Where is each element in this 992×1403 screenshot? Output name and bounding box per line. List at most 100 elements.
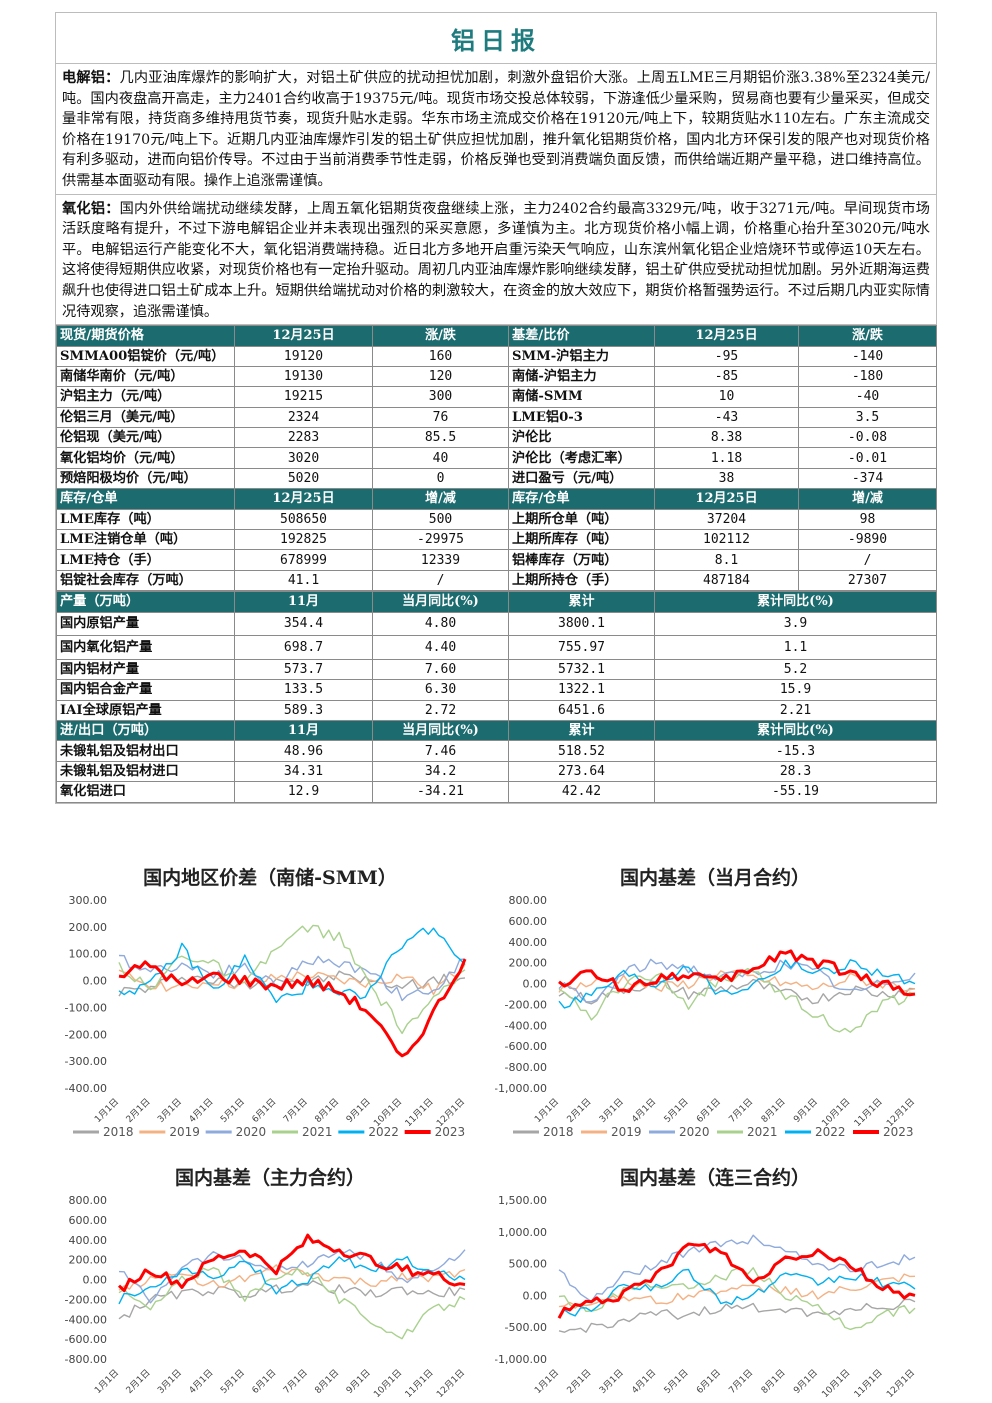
- series-line-2022: [118, 927, 466, 1004]
- chart-title: 国内地区价差（南储-SMM）: [143, 866, 397, 889]
- series-line-2018: [118, 1279, 466, 1320]
- table-cell: 5.2: [654, 658, 937, 681]
- table-cell: 伦铝现（美元/吨）: [56, 427, 235, 449]
- x-tick-label: 4月1日: [187, 1096, 216, 1125]
- y-tick-label: -600.00: [505, 1040, 547, 1053]
- table-cell: 预焙阳极均价（元/吨）: [56, 467, 235, 490]
- table-cell: 76: [372, 406, 509, 429]
- table-cell: 34.2: [372, 760, 509, 783]
- table-cell: 8.1: [654, 549, 799, 571]
- table-row: 伦铝三月（美元/吨） 2324 76 LME铝0-3 -43 3.5: [56, 406, 937, 429]
- y-tick-label: -800.00: [505, 1061, 547, 1074]
- series-line-2022: [118, 1255, 466, 1305]
- table-cell: 上期所仓单（吨）: [508, 508, 655, 531]
- table-cell: 12月25日: [234, 325, 373, 347]
- alumina-paragraph: 氧化铝：国内外供给端扰动继续发酵，上周五氧化铝期货夜盘继续上涨，主力2402合约…: [56, 195, 936, 326]
- x-tick-label: 1月1日: [533, 1367, 562, 1396]
- table-cell: 氧化铝均价（元/吨）: [56, 447, 235, 469]
- table-row: 未锻轧铝及铝材出口 48.96 7.46 518.52 -15.3: [56, 740, 937, 762]
- charts-area: 国内地区价差（南储-SMM） 300.00 200.00 100.00 0.00 -100…: [55, 860, 935, 1403]
- y-tick-label: -800.00: [65, 1353, 107, 1366]
- table-cell: 增/减: [372, 488, 509, 510]
- legend-label: 2022: [368, 1125, 399, 1139]
- table-cell: -55.19: [654, 781, 937, 803]
- table-cell: 10: [654, 386, 799, 408]
- table-cell: 518.52: [508, 740, 655, 762]
- table-cell: 12339: [372, 549, 509, 571]
- y-tick-label: -600.00: [65, 1333, 107, 1346]
- x-tick-label: 10月1日: [372, 1367, 405, 1400]
- series-line-2021: [558, 1267, 916, 1331]
- table-cell: -85: [654, 365, 799, 388]
- legend-label: 2022: [815, 1125, 846, 1139]
- x-tick-label: 5月1日: [218, 1096, 247, 1125]
- table-cell: 6.30: [372, 679, 509, 701]
- x-tick-label: 3月1日: [597, 1096, 626, 1125]
- series-line-2021: [558, 967, 916, 1033]
- x-tick-label: 8月1日: [313, 1096, 342, 1125]
- price-inventory-table: 现货/期货价格 12月25日 涨/跌 基差/比价 12月25日 涨/跌 SMMA00铝锭价（…: [56, 325, 937, 592]
- series-line-2023: [558, 949, 916, 997]
- table-row: 预焙阳极均价（元/吨） 5020 0 进口盈亏（元/吨） 38 -374: [56, 467, 937, 490]
- table-cell: 4.80: [372, 611, 509, 637]
- table-cell: 12月25日: [654, 325, 799, 347]
- series-line-2023: [117, 1233, 466, 1293]
- table-cell: 0: [372, 467, 509, 490]
- chart-basis-third-contract: 国内基差（连三合约） 1,500.00 1,000.00 500.00 0.00 -500…: [495, 1160, 935, 1403]
- table-cell: 192825: [234, 529, 373, 551]
- legend-label: 2019: [169, 1125, 200, 1139]
- table-row: 国内铝合金产量 133.5 6.30 1322.1 15.9: [56, 679, 937, 701]
- table-cell: 5020: [234, 467, 373, 490]
- y-tick-label: -100.00: [65, 1001, 107, 1014]
- table-cell: 37204: [654, 508, 799, 531]
- table-cell: 沪铝主力（元/吨）: [56, 386, 235, 408]
- table-row: 国内氧化铝产量 698.7 4.40 755.97 1.1: [56, 635, 937, 660]
- x-tick-label: 2月1日: [124, 1096, 153, 1125]
- table-cell: 12.9: [234, 781, 373, 803]
- table-row: 氧化铝进口 12.9 -34.21 42.42 -55.19: [56, 781, 937, 803]
- table-cell: 未锻轧铝及铝材出口: [56, 740, 235, 762]
- table-cell: 涨/跌: [372, 325, 509, 347]
- chart-title: 国内基差（连三合约）: [620, 1166, 810, 1189]
- table-cell: /: [372, 569, 509, 592]
- y-tick-label: 100.00: [69, 948, 108, 961]
- x-tick-label: 6月1日: [250, 1367, 279, 1396]
- para2-text: 国内外供给端扰动继续发酵，上周五氧化铝期货夜盘继续上涨，主力2402合约最高33…: [62, 200, 930, 320]
- series-line-2019: [118, 964, 466, 996]
- legend-label: 2020: [236, 1125, 267, 1139]
- table-cell: -374: [798, 467, 937, 490]
- table-cell: -140: [798, 345, 937, 367]
- y-tick-label: 800.00: [69, 1194, 108, 1207]
- table-cell: 南储-沪铝主力: [508, 365, 655, 388]
- table-cell: 2.72: [372, 699, 509, 721]
- table-cell: 1.18: [654, 447, 799, 469]
- x-tick-label: 9月1日: [791, 1367, 820, 1396]
- table-header-row: 进/出口（万吨） 11月 当月同比(%) 累计 累计同比(%): [56, 719, 937, 742]
- table-cell: 4.40: [372, 635, 509, 660]
- table-cell: 氧化铝进口: [56, 781, 235, 803]
- table-cell: 涨/跌: [798, 325, 937, 347]
- table-cell: 41.1: [234, 569, 373, 592]
- table-row: 南储华南价（元/吨） 19130 120 南储-沪铝主力 -85 -180: [56, 365, 937, 388]
- table-row: 伦铝现（美元/吨） 2283 85.5 沪伦比 8.38 -0.08: [56, 427, 937, 449]
- table-cell: 678999: [234, 549, 373, 571]
- x-tick-label: 11月1日: [403, 1367, 436, 1400]
- table-cell: 133.5: [234, 679, 373, 701]
- y-tick-label: 800.00: [509, 894, 548, 907]
- chart-regional-spread: 国内地区价差（南储-SMM） 300.00 200.00 100.00 0.00 -100…: [55, 860, 485, 1150]
- y-tick-label: 300.00: [69, 894, 108, 907]
- x-tick-label: 6月1日: [694, 1367, 723, 1396]
- para2-label: 氧化铝：: [62, 200, 120, 217]
- table-cell: 27307: [798, 569, 937, 592]
- table-cell: -15.3: [654, 740, 937, 762]
- table-cell: -0.01: [798, 447, 937, 469]
- para1-text: 几内亚油库爆炸的影响扩大，对铝土矿供应的扰动担忧加剧，刺激外盘铝价大涨。上周五L…: [62, 70, 930, 189]
- table-cell: 国内铝材产量: [56, 658, 235, 681]
- table-cell: IAI全球原铝产量: [56, 699, 235, 721]
- chart-title: 国内基差（主力合约）: [175, 1166, 365, 1189]
- x-tick-label: 3月1日: [155, 1367, 184, 1396]
- table-cell: 15.9: [654, 679, 937, 701]
- series-line-2020: [118, 954, 466, 1002]
- x-tick-label: 9月1日: [344, 1367, 373, 1396]
- table-cell: LME注销仓单（吨）: [56, 529, 235, 551]
